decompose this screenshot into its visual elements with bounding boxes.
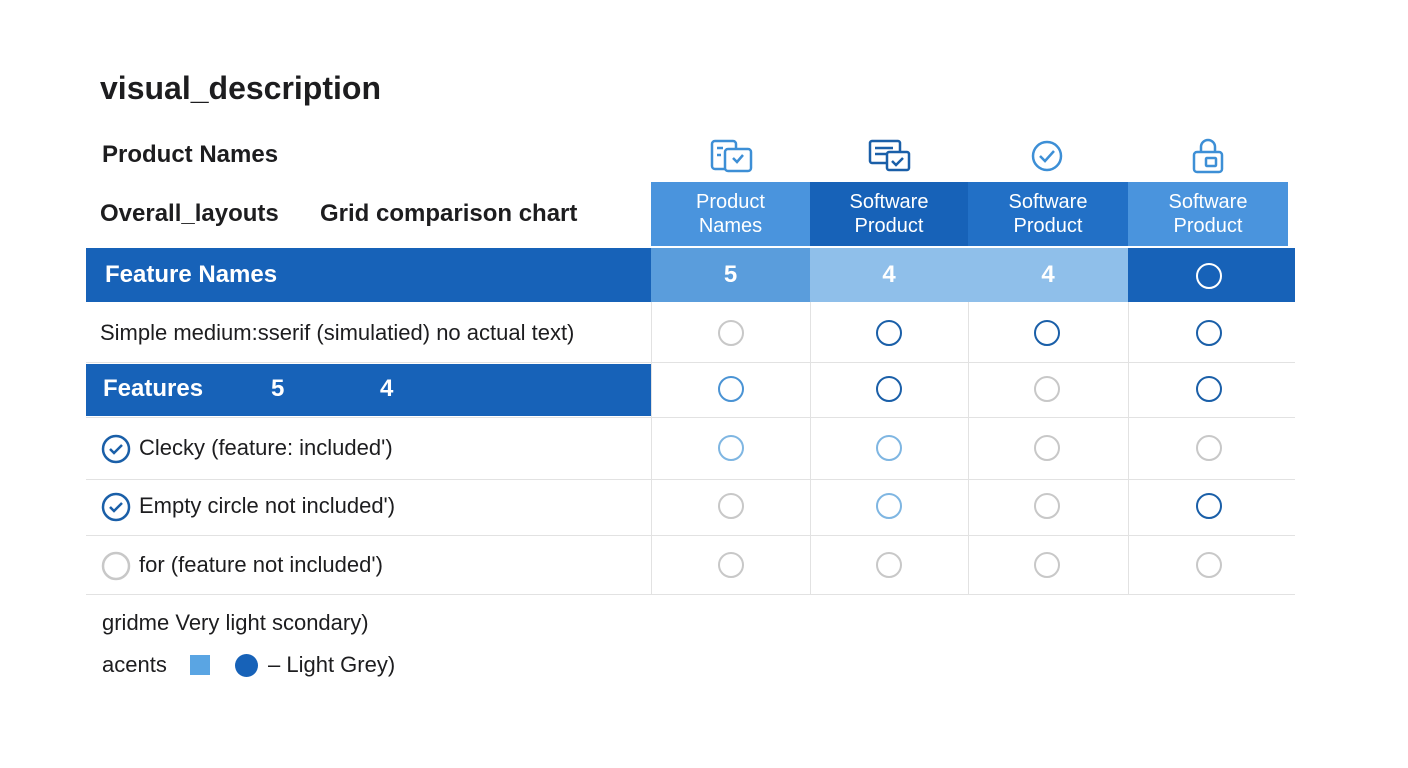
accents-text: – Light Grey): [268, 652, 396, 677]
status-circle: [1033, 375, 1060, 402]
column-header: Product Names: [651, 182, 810, 246]
grid-line: [810, 302, 811, 594]
status-circle: [1033, 492, 1060, 519]
status-circle: [1195, 551, 1222, 578]
check-icon: [101, 492, 131, 522]
status-circle: [1195, 434, 1222, 461]
status-circle: [717, 434, 744, 461]
column-header: Software Product: [968, 182, 1128, 246]
score-cell: 5: [651, 248, 810, 302]
row-label: Simple medium:sserif (simulatied) no act…: [100, 320, 575, 345]
column-title: Software Product: [1008, 191, 1088, 237]
score-cell: 4: [968, 248, 1128, 302]
check-icon: [101, 434, 131, 464]
accent-swatch: [190, 655, 210, 675]
grid-line: [86, 362, 1295, 363]
footer-note: gridme Very light scondary): [102, 610, 369, 635]
status-circle: [875, 492, 902, 519]
status-circle: [875, 375, 902, 402]
status-circle: [1033, 434, 1060, 461]
grid-line: [86, 535, 1295, 536]
status-circle: [875, 551, 902, 578]
status-circle: [1033, 551, 1060, 578]
status-circle: [875, 434, 902, 461]
grid-line: [86, 417, 1295, 418]
overall-layouts-label: Overall_layouts: [100, 200, 279, 227]
title: visual_description: [100, 70, 381, 106]
grid-line: [651, 302, 652, 594]
grid-line: [86, 479, 1295, 480]
row-label: Empty circle not included'): [139, 493, 396, 518]
product-icon: [710, 139, 753, 173]
features-band: [86, 364, 651, 416]
row-score: 4: [380, 375, 394, 402]
row-label: Clecky (feature: included'): [139, 435, 393, 460]
score: 4: [1041, 261, 1055, 288]
summary-band: [86, 248, 651, 302]
row-label: Features: [103, 375, 204, 402]
accent-dot: [235, 654, 258, 677]
status-circle: [1195, 375, 1222, 402]
column-title: Product Names: [696, 191, 765, 237]
score-cell: 4: [810, 248, 968, 302]
row-label: for (feature not included'): [139, 552, 383, 577]
accents-label: acents: [102, 652, 167, 677]
grid-line: [86, 594, 1295, 595]
status-circle: [717, 551, 744, 578]
status-circle: [717, 492, 744, 519]
column-title: Software Product: [1168, 191, 1248, 237]
status-circle: [1195, 319, 1222, 346]
lock-icon: [1192, 138, 1224, 174]
status-circle: [717, 375, 744, 402]
check-icon: [1031, 140, 1063, 172]
software-icon: [868, 139, 911, 172]
status-circle: [1195, 492, 1222, 519]
score: 5: [723, 261, 738, 288]
status-circle: [875, 319, 902, 346]
product-names-label: Product Names: [102, 141, 279, 168]
status-circle: [1195, 262, 1222, 289]
status-circle: [717, 319, 744, 346]
column-header: Software Product: [1128, 182, 1288, 246]
layout-type-label: Grid comparison chart: [320, 200, 578, 227]
status-circle: [1033, 319, 1060, 346]
summary-label: Feature Names: [105, 261, 278, 288]
grid-line: [968, 302, 969, 594]
grid-line: [1128, 302, 1129, 594]
empty-circle-icon: [101, 551, 131, 581]
column-header: Software Product: [810, 182, 968, 246]
score: 4: [882, 261, 896, 288]
row-score: 5: [271, 375, 285, 402]
column-title: Software Product: [849, 191, 929, 237]
